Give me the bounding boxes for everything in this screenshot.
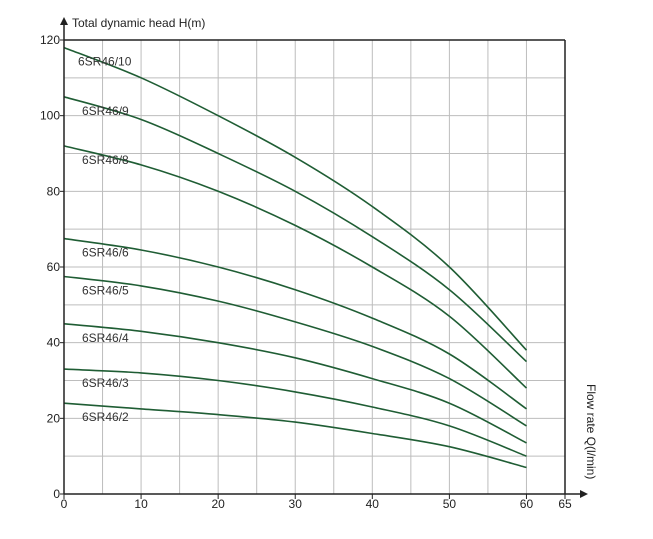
x-axis-arrow (580, 490, 588, 498)
x-tick-label: 10 (134, 497, 148, 511)
series-line (63, 46, 528, 351)
y-tick-label: 60 (47, 260, 61, 274)
curve-labels: 6SR46/10 6SR46/9 6SR46/8 6SR46/6 6SR46/5 6SR4… (78, 55, 132, 425)
series-label: 6SR46/2 (82, 410, 129, 424)
series-label: 6SR46/8 (82, 153, 129, 167)
x-tick-label: 0 (61, 497, 68, 511)
axes (60, 17, 588, 499)
y-tick-label: 20 (47, 411, 61, 425)
curves (63, 46, 528, 469)
grid (64, 40, 565, 494)
y-tick-label: 120 (40, 33, 60, 47)
series-line (63, 96, 528, 363)
series-line (63, 237, 527, 410)
y-tick-label: 100 (40, 109, 60, 123)
tick-labels: 0 10 20 30 40 50 60 65 0 20 40 60 80 100 120 (40, 33, 572, 511)
series-line (63, 145, 528, 389)
y-tick-label: 80 (47, 184, 61, 198)
y-axis-title: Total dynamic head H(m) (72, 16, 205, 30)
x-tick-label: 65 (558, 497, 572, 511)
series-label: 6SR46/3 (82, 376, 129, 390)
x-tick-label: 60 (520, 497, 534, 511)
x-axis-title: Flow rate Q(l/min) (584, 384, 598, 479)
x-tick-label: 40 (366, 497, 380, 511)
x-tick-label: 50 (443, 497, 457, 511)
series-label: 6SR46/9 (82, 104, 129, 118)
series-line (63, 368, 527, 457)
series-label: 6SR46/5 (82, 283, 129, 297)
y-tick-label: 40 (47, 336, 61, 350)
series-line (63, 402, 527, 469)
x-tick-label: 30 (289, 497, 303, 511)
series-label: 6SR46/10 (78, 55, 132, 69)
y-axis-arrow (60, 17, 68, 25)
series-line (63, 323, 527, 444)
x-tick-label: 20 (211, 497, 225, 511)
series-line (63, 275, 527, 427)
y-tick-label: 0 (53, 487, 60, 501)
series-label: 6SR46/4 (82, 331, 129, 345)
series-label: 6SR46/6 (82, 246, 129, 260)
